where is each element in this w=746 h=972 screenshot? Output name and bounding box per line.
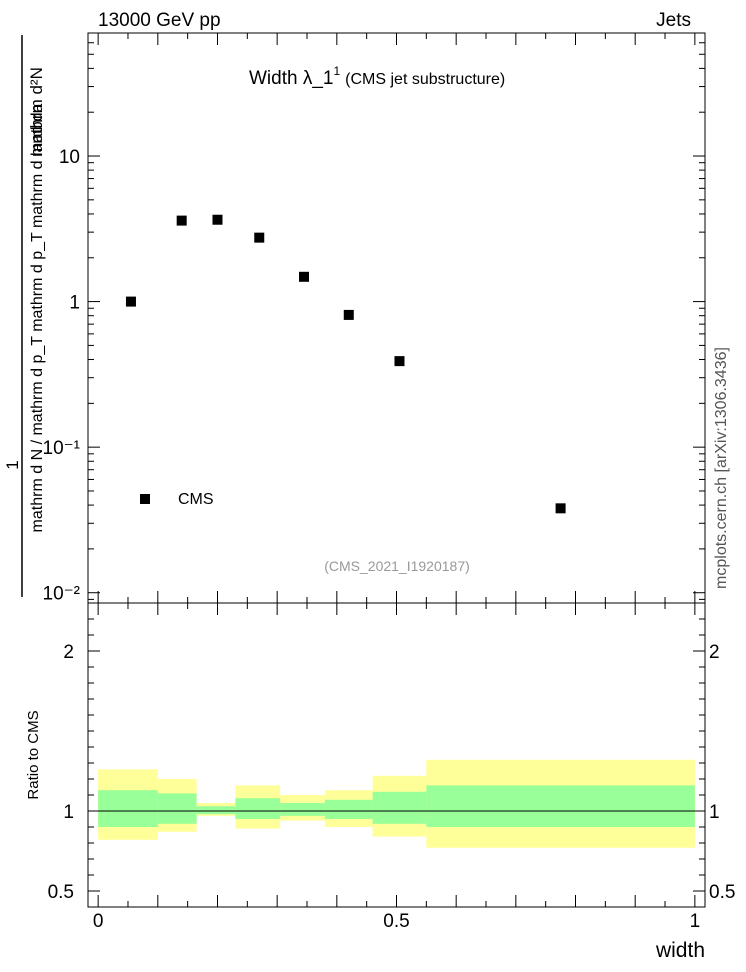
cms-data-point (343, 309, 354, 320)
cms-data-point (176, 215, 187, 226)
cms-data-point (555, 503, 566, 514)
y-axis-label-numerator: 1 (3, 460, 22, 469)
ratio-inner-band (426, 785, 695, 827)
main-plot-panel: Width λ_11 (CMS jet substructure) (CMS_20… (43, 32, 706, 605)
x-axis-label: width (655, 939, 705, 962)
ratio-y-tick-label-right: 0.5 (709, 882, 735, 903)
main-y-tick-labels: 10 1 10⁻¹ 10⁻² (43, 147, 81, 605)
ratio-inner-band (372, 791, 427, 824)
chart-title-main: Width λ_1 (249, 68, 333, 89)
main-axis-ticks (88, 32, 705, 603)
ratio-plot-frame (87, 602, 706, 908)
ratio-y-tick-label-right: 1 (709, 802, 720, 823)
analysis-tag: (CMS_2021_I1920187) (324, 558, 470, 574)
legend: CMS (140, 491, 214, 508)
ratio-y-tick-label: 2 (63, 642, 74, 663)
main-y-tick-label: 10 (59, 147, 80, 168)
mcplots-side-label: mcplots.cern.ch [arXiv:1306.3436] (713, 347, 730, 589)
main-plot-frame (87, 32, 706, 604)
legend-marker-cms (140, 494, 150, 504)
main-y-tick-label: 10⁻² (43, 584, 81, 605)
chart-title-note: (CMS jet substructure) (345, 71, 505, 88)
cms-data-point (212, 214, 223, 225)
ratio-y-tick-label-right: 2 (709, 642, 720, 663)
y-axis-label-denominator: mathrm d N / mathrm d p_T mathrm d p_T m… (29, 103, 46, 532)
header-left: 13000 GeV pp (98, 10, 221, 31)
main-y-tick-label: 1 (69, 293, 80, 314)
main-y-tick-label: 10⁻¹ (43, 438, 81, 459)
ratio-inner-band (196, 806, 236, 815)
cms-data-points (125, 214, 566, 514)
x-tick-label: 1 (690, 911, 701, 932)
ratio-inner-band (157, 793, 197, 824)
chart-title-sup: 1 (333, 64, 340, 78)
header-right: Jets (656, 10, 691, 31)
y-axis-label: mathrm d²N 1 mathrm d N / mathrm d p_T m… (3, 35, 46, 597)
legend-label-cms: CMS (178, 491, 214, 508)
ratio-y-tick-label: 1 (63, 802, 74, 823)
chart-title: Width λ_11 (CMS jet substructure) (249, 64, 505, 89)
ratio-inner-band (235, 798, 281, 819)
ratio-plot-panel: 210.5 210.5 0 0.5 1 Ratio to CMS width (25, 602, 735, 962)
ratio-y-axis-label: Ratio to CMS (25, 710, 42, 799)
ratio-y-tick-labels-right: 210.5 (709, 642, 735, 903)
cms-data-point (125, 296, 136, 307)
ratio-inner-band (324, 799, 373, 819)
x-tick-label: 0.5 (383, 911, 409, 932)
y-axis-label-top: mathrm d²N (27, 67, 46, 157)
cms-data-point (299, 271, 310, 282)
ratio-uncertainty-bands (98, 759, 695, 848)
ratio-y-tick-labels: 210.5 (48, 642, 74, 903)
x-tick-labels: 0 0.5 1 (93, 911, 700, 932)
ratio-inner-band (98, 790, 158, 827)
ratio-inner-band (280, 803, 325, 816)
cms-data-point (254, 232, 265, 243)
ratio-axis-ticks (88, 602, 705, 908)
x-tick-label: 0 (93, 911, 104, 932)
cms-data-point (394, 356, 405, 367)
ratio-y-tick-label: 0.5 (48, 882, 74, 903)
